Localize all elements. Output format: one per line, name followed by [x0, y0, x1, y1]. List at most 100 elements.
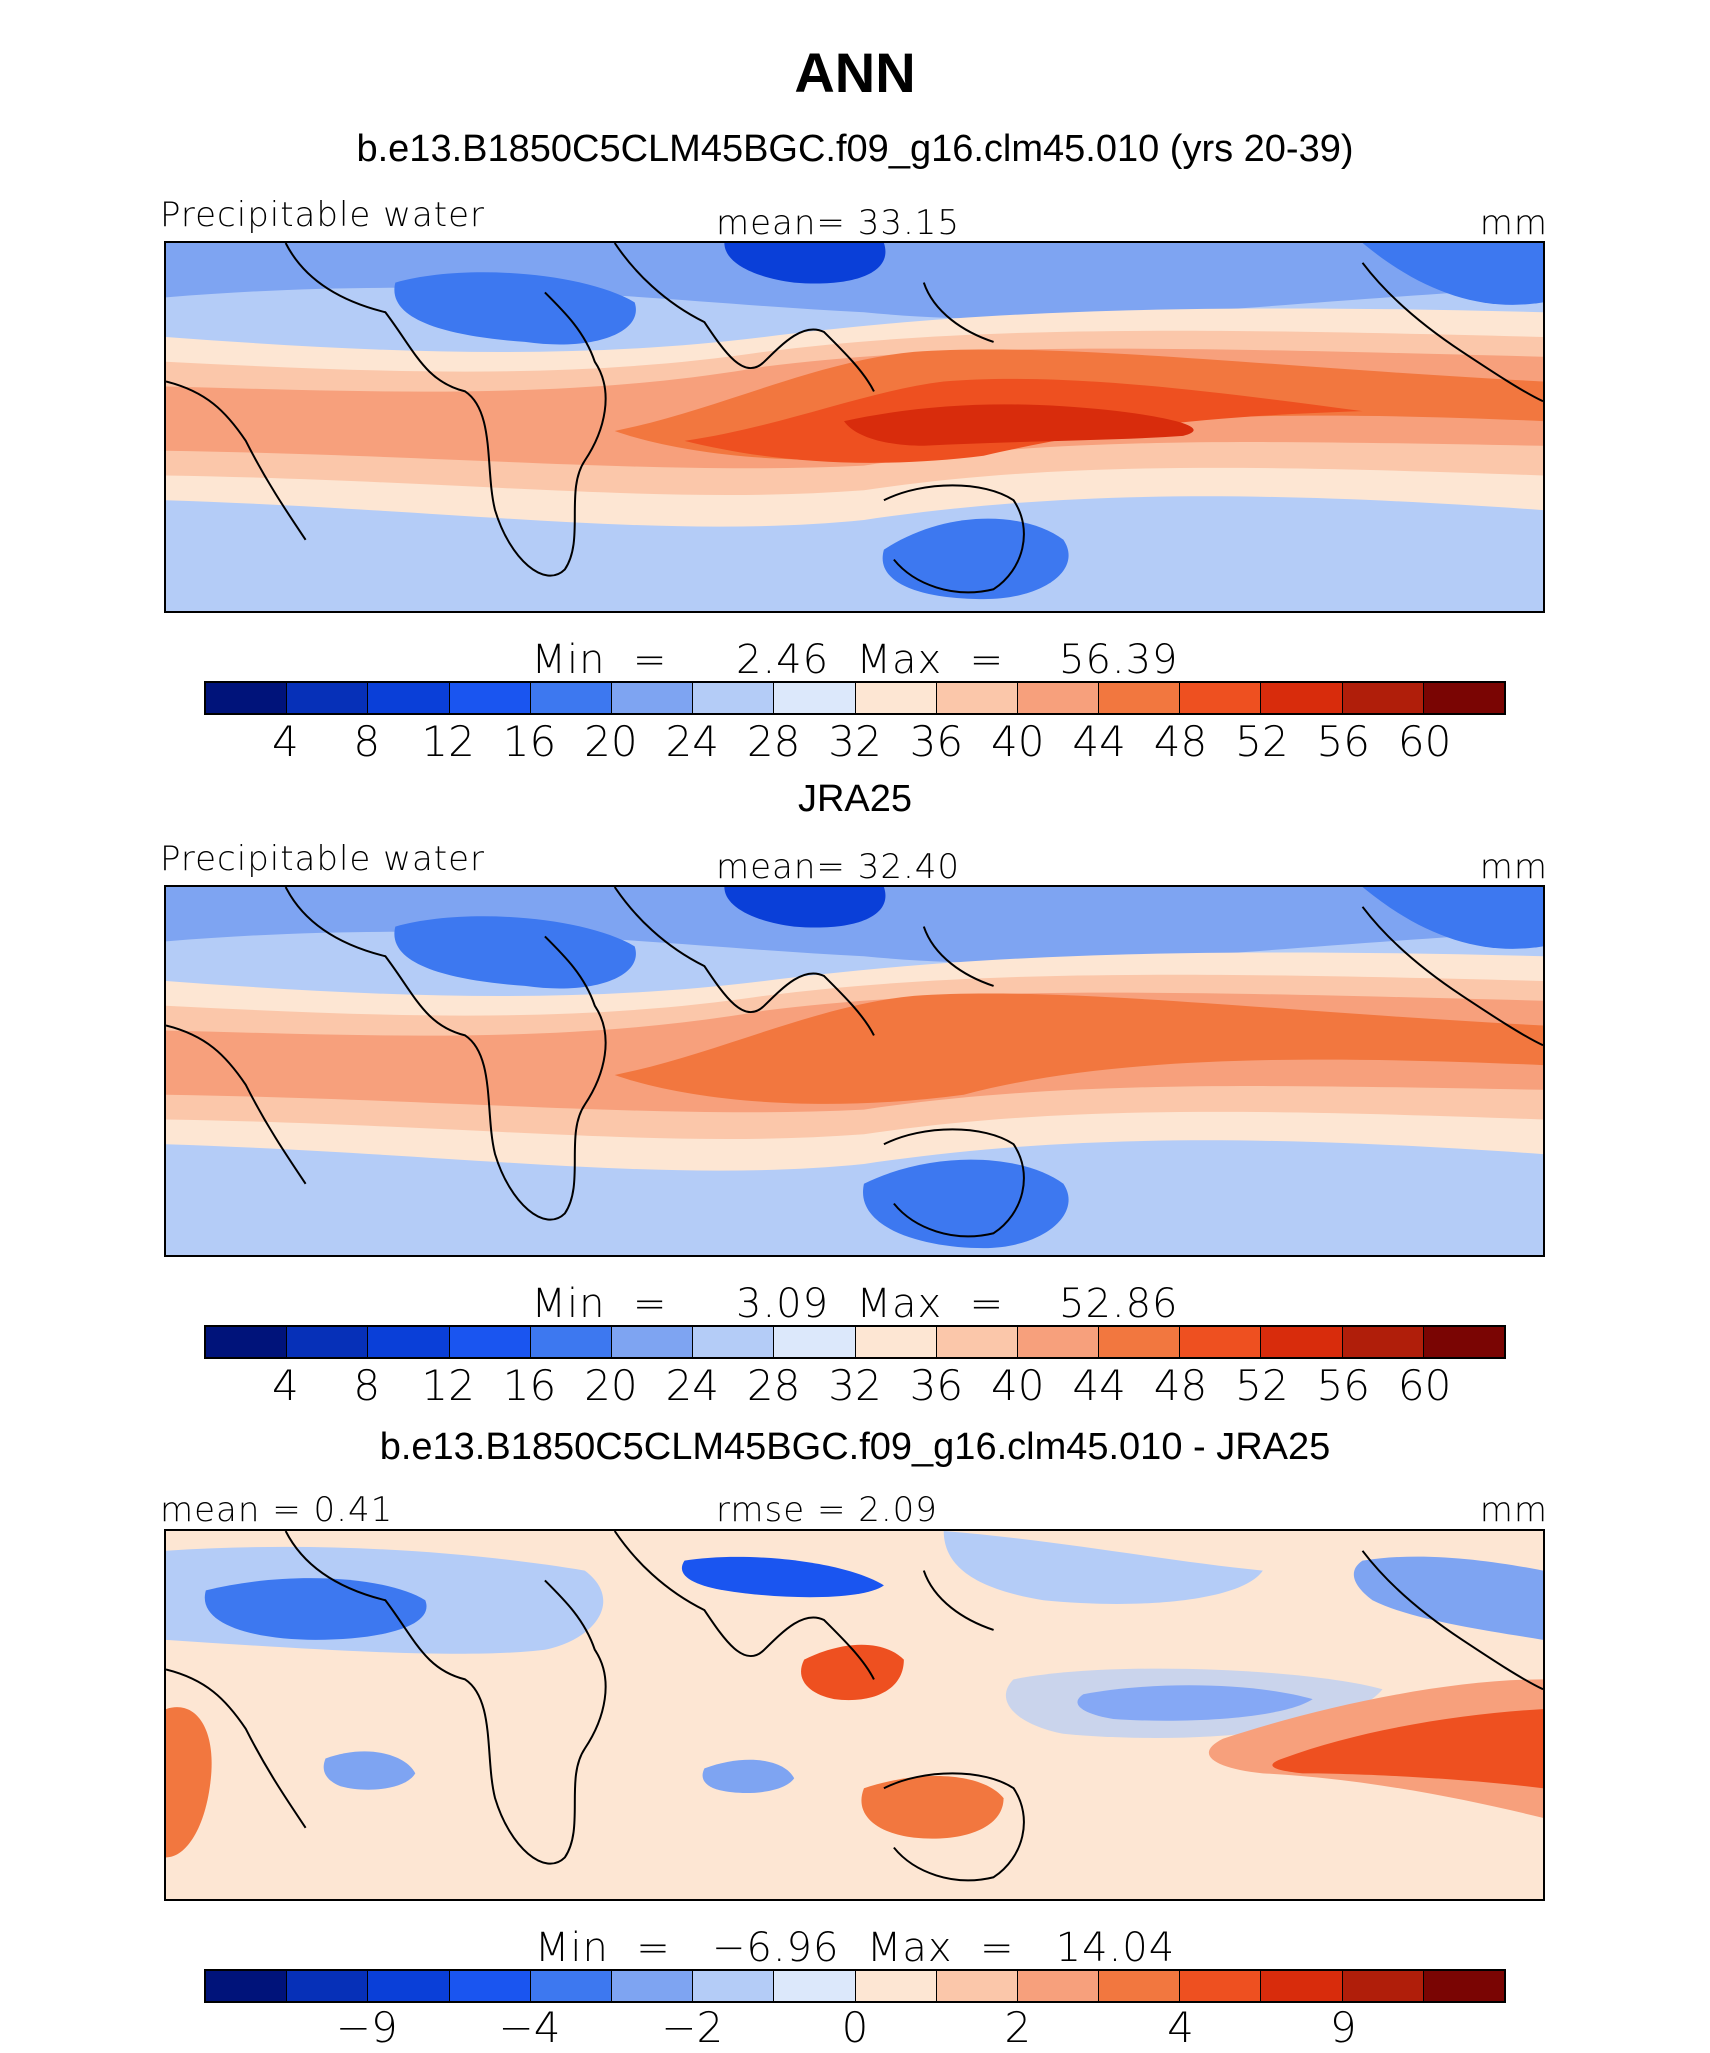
colorbar-tick-label: 36: [909, 1361, 964, 1410]
colorbar-tick-label: 12: [421, 1361, 475, 1410]
colorbar-swatch: [1342, 1971, 1424, 2001]
colorbar-tick-label: 8: [353, 1361, 381, 1410]
panel-1-map: [164, 241, 1545, 613]
colorbar-swatch: [206, 683, 288, 713]
colorbar-tick-label: 32: [828, 1361, 882, 1410]
colorbar-swatch: [611, 1327, 694, 1357]
colorbar-swatch: [206, 1327, 288, 1357]
colorbar-swatch: [611, 1971, 694, 2001]
colorbar-swatch: [936, 1971, 1018, 2001]
panel-1-colorbar-ticks: 4 8 12 16 20 24 28 32 36 40 44 48 52 56 60: [204, 717, 1506, 767]
colorbar-swatch: [855, 1327, 937, 1357]
colorbar-tick-label: −2: [661, 2003, 724, 2052]
colorbar-swatch: [530, 1327, 612, 1357]
colorbar-tick-label: 40: [991, 717, 1045, 766]
panel-1-minmax: Min = 2.46 Max = 56.39: [531, 637, 1179, 683]
colorbar-swatch: [287, 1971, 369, 2001]
panel-2-colorbar: [204, 1325, 1506, 1359]
colorbar-swatch: [368, 1327, 450, 1357]
field-band-warm-6: [844, 404, 1194, 446]
colorbar-tick-label: 48: [1153, 717, 1208, 766]
colorbar-tick-label: 24: [665, 1361, 719, 1410]
panel-2-field: [166, 887, 1543, 1255]
panel-3-colorbar-ticks: −9 −4 −2 0 2 4 9: [204, 2003, 1506, 2053]
colorbar-tick-label: 16: [502, 717, 557, 766]
colorbar-tick-label: 44: [1072, 1361, 1126, 1410]
panel-2-minmax: Min = 3.09 Max = 52.86: [531, 1281, 1179, 1327]
colorbar-tick-label: 4: [272, 1361, 299, 1410]
field-blob-dry-2: [724, 243, 886, 284]
field-patch-blue-1: [204, 1578, 427, 1640]
panel-1-variable-label: Precipitable water: [160, 195, 486, 235]
field-patch-red-3: [801, 1644, 904, 1701]
field-patch-light-blue-4: [1353, 1556, 1543, 1640]
colorbar-tick-label: 52: [1235, 717, 1289, 766]
colorbar-tick-label: 28: [746, 717, 801, 766]
panel-3-map: [164, 1529, 1545, 1901]
panel-2-title: JRA25: [797, 778, 913, 820]
colorbar-swatch: [855, 1971, 937, 2001]
panel-1-units-label: mm: [1479, 203, 1548, 243]
colorbar-swatch: [1099, 1971, 1181, 2001]
colorbar-tick-label: 48: [1153, 1361, 1208, 1410]
colorbar-swatch: [855, 683, 937, 713]
colorbar-swatch: [1342, 683, 1424, 713]
colorbar-swatch: [1423, 1327, 1504, 1357]
colorbar-swatch: [774, 1971, 856, 2001]
colorbar-swatch: [287, 1327, 369, 1357]
colorbar-tick-label: 52: [1235, 1361, 1289, 1410]
colorbar-swatch: [693, 1327, 775, 1357]
panel-3-colorbar: [204, 1969, 1506, 2003]
coastline: [166, 887, 1543, 1238]
colorbar-swatch: [449, 1971, 531, 2001]
field-patch-red-4: [861, 1775, 1004, 1839]
panel-3-field: [166, 1531, 1543, 1899]
field-blob-dry-3: [882, 518, 1069, 600]
colorbar-swatch: [449, 1327, 531, 1357]
field-patch-blue-5: [323, 1751, 416, 1790]
colorbar-swatch: [936, 1327, 1018, 1357]
panel-3-mean-label: mean = 0.41: [160, 1490, 394, 1530]
colorbar-tick-label: 36: [909, 717, 964, 766]
field-patch-red-2: [1272, 1709, 1543, 1789]
colorbar-tick-label: 16: [502, 1361, 557, 1410]
field-patch-blue-2: [681, 1556, 884, 1598]
colorbar-tick-label: 8: [353, 717, 381, 766]
colorbar-swatch: [530, 1971, 612, 2001]
field-band-north-light: [166, 887, 1543, 963]
colorbar-tick-label: −9: [335, 2003, 398, 2052]
field-patch-light-blue-2: [943, 1531, 1263, 1604]
panel-2-mean-label: mean= 32.40: [716, 847, 961, 887]
colorbar-swatch: [1261, 1971, 1343, 2001]
colorbar-swatch: [693, 1971, 775, 2001]
colorbar-swatch: [1017, 1327, 1100, 1357]
panel-3-title: b.e13.B1850C5CLM45BGC.f09_g16.clm45.010 …: [379, 1426, 1331, 1468]
colorbar-swatch: [1342, 1327, 1424, 1357]
panel-1-mean-label: mean= 33.15: [716, 203, 961, 243]
field-blob-dry-4: [1362, 243, 1543, 305]
field-blob-dry-3: [863, 1159, 1069, 1249]
colorbar-tick-label: 20: [584, 717, 638, 766]
colorbar-tick-label: 24: [665, 717, 719, 766]
colorbar-swatch: [1017, 1971, 1100, 2001]
panel-2-map: [164, 885, 1545, 1257]
colorbar-swatch: [1099, 1327, 1181, 1357]
colorbar-swatch: [611, 683, 694, 713]
panel-3-units-label: mm: [1479, 1490, 1548, 1530]
colorbar-swatch: [368, 1971, 450, 2001]
colorbar-swatch: [449, 683, 531, 713]
colorbar-tick-label: 12: [421, 717, 475, 766]
figure-title: ANN: [794, 41, 916, 104]
field-band-north-light: [166, 243, 1543, 319]
colorbar-swatch: [287, 683, 369, 713]
colorbar-tick-label: 0: [841, 2003, 869, 2052]
colorbar-swatch: [1180, 683, 1262, 713]
panel-1-colorbar: [204, 681, 1506, 715]
colorbar-swatch: [693, 683, 775, 713]
colorbar-swatch: [936, 683, 1018, 713]
colorbar-swatch: [774, 1327, 856, 1357]
colorbar-tick-label: 32: [828, 717, 882, 766]
field-band-warm-4: [614, 993, 1543, 1104]
panel-2-colorbar-ticks: 4 8 12 16 20 24 28 32 36 40 44 48 52 56 60: [204, 1361, 1506, 1411]
colorbar-tick-label: 4: [272, 717, 299, 766]
